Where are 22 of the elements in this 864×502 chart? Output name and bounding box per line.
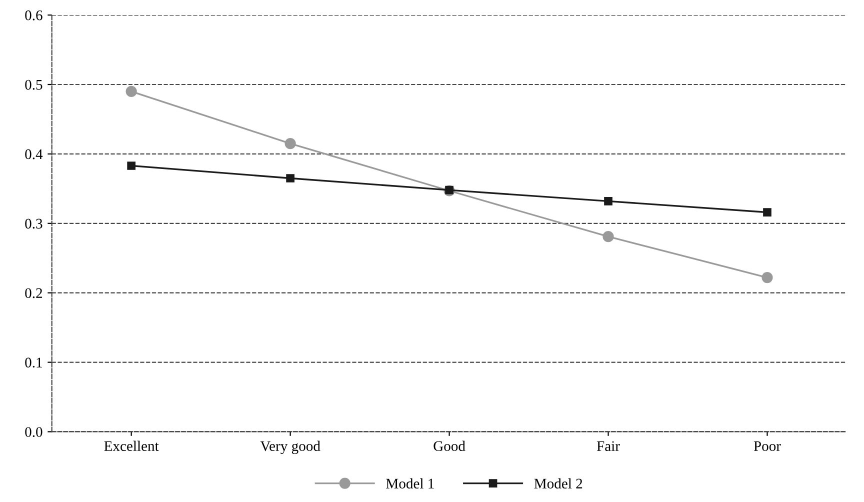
point [602,231,614,242]
point [762,272,773,284]
point [286,174,294,182]
y-tick-label: 0.5 [25,80,42,90]
x-tick-label: Excellent [104,440,159,452]
legend-label: Model 2 [534,478,582,489]
y-tick-label: 0.1 [25,358,42,368]
point [763,208,772,216]
x-tick-label: Fair [596,441,620,452]
x-tick-label: Very good [260,440,320,454]
y-tick-label: 0.6 [25,10,42,20]
y-tick-label: 0.2 [25,288,42,298]
y-tick-label: 0.0 [25,427,42,437]
legend-label: Model 1 [386,478,434,489]
x-tick-label: Poor [754,441,781,452]
y-tick-label: 0.4 [25,149,43,160]
point [604,197,612,206]
x-tick-label: Good [434,440,466,452]
point [284,138,296,150]
point [126,86,137,98]
y-tick-label: 0.3 [25,218,42,229]
point [127,162,136,170]
